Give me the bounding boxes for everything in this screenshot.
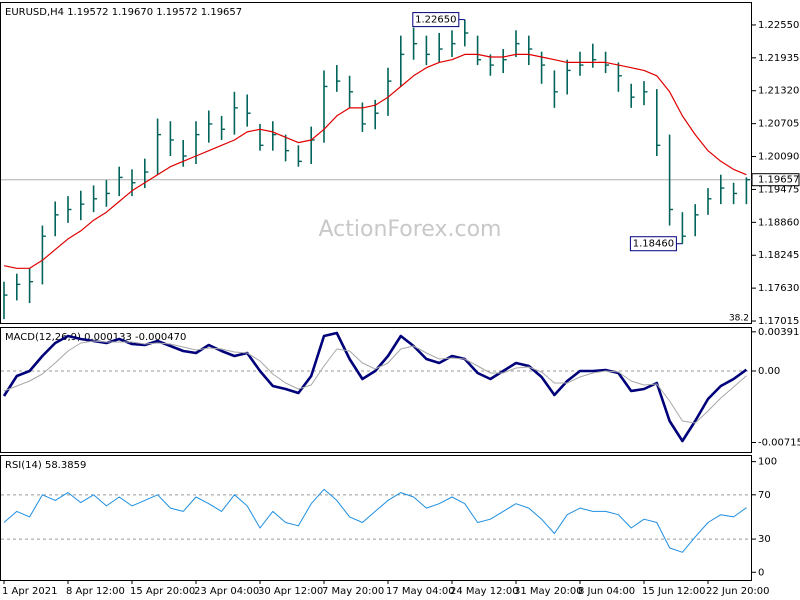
x-tick-label: 22 Jun 20:00 <box>706 586 770 597</box>
x-tick-label: 8 Jun 04:00 <box>578 586 635 597</box>
y-tick-label: -0.007152 <box>758 438 800 449</box>
rsi-panel <box>0 455 752 581</box>
y-tick-label: 1.18860 <box>758 217 799 228</box>
y-tick-label: 1.18245 <box>758 250 799 261</box>
indicator-line <box>3 340 747 424</box>
x-tick-label: 15 Apr 20:00 <box>130 586 195 597</box>
x-tick-label: 15 Jun 12:00 <box>642 586 706 597</box>
y-tick-label: 1.20705 <box>758 119 799 130</box>
x-tick-label: 8 Apr 12:00 <box>66 586 125 597</box>
chart-title: EURUSD,H4 1.19572 1.19670 1.19572 1.1965… <box>5 7 242 18</box>
x-tick-label: 31 May 20:00 <box>514 586 583 597</box>
x-tick-label: 23 Apr 04:00 <box>194 586 259 597</box>
annotation-label: 1.22650 <box>415 15 456 26</box>
macd-panel <box>0 327 752 453</box>
y-tick-label: 1.21935 <box>758 53 799 64</box>
y-tick-label: 30 <box>758 534 771 545</box>
x-tick-label: 1 Apr 2021 <box>2 586 57 597</box>
x-tick-label: 7 May 20:00 <box>322 586 384 597</box>
moving-average <box>3 53 747 269</box>
fib-label: 38.2 <box>729 314 749 324</box>
last-price-box <box>751 173 800 187</box>
y-tick-label: 100 <box>758 457 777 468</box>
indicator-line <box>2 331 748 443</box>
annotation-label: 1.18460 <box>633 239 674 250</box>
y-tick-label: 1.22550 <box>758 20 799 31</box>
watermark: ActionForex.com <box>319 217 502 242</box>
y-tick-label: 0 <box>758 567 764 578</box>
y-tick-label: 0.003917 <box>758 327 800 338</box>
rsi-title: RSI(14) 58.3859 <box>5 460 86 471</box>
y-tick-label: 70 <box>758 490 771 501</box>
x-tick-label: 30 Apr 12:00 <box>258 586 323 597</box>
x-tick-label: 24 May 12:00 <box>450 586 519 597</box>
y-tick-label: 1.17630 <box>758 283 799 294</box>
last-price-label: 1.19657 <box>758 175 799 186</box>
main-panel <box>0 2 752 324</box>
x-tick-label: 17 May 04:00 <box>386 586 455 597</box>
y-tick-label: 0.00 <box>758 366 780 377</box>
y-tick-label: 1.19475 <box>758 184 799 195</box>
y-tick-label: 1.17015 <box>758 316 799 327</box>
macd-title: MACD(12,26,9) 0.000133 -0.000470 <box>5 332 186 343</box>
indicator-line <box>3 488 747 553</box>
y-tick-label: 1.21320 <box>758 86 799 97</box>
y-tick-label: 1.20090 <box>758 152 799 163</box>
